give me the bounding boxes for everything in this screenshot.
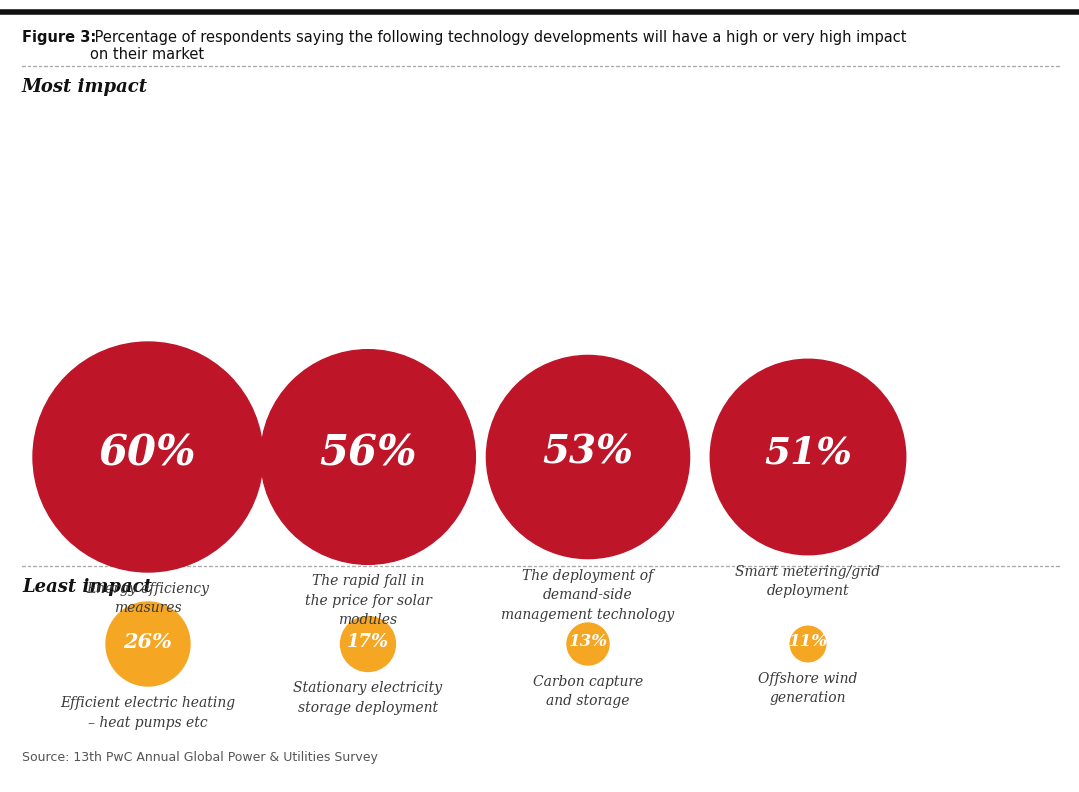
Circle shape [33,342,263,572]
Text: Least impact: Least impact [22,578,152,596]
Text: Stationary electricity
storage deployment: Stationary electricity storage deploymen… [293,681,442,715]
Circle shape [790,626,825,662]
Text: Efficient electric heating
– heat pumps etc: Efficient electric heating – heat pumps … [60,696,235,729]
Circle shape [566,623,609,665]
Text: Carbon capture
and storage: Carbon capture and storage [533,675,643,709]
Text: 11%: 11% [789,634,828,650]
Text: 51%: 51% [764,435,852,471]
Circle shape [341,616,396,672]
Text: 53%: 53% [543,434,633,472]
Text: 56%: 56% [319,432,416,474]
Circle shape [710,360,905,554]
Text: Energy efficiency
measures: Energy efficiency measures [86,582,209,615]
Text: 17%: 17% [347,633,390,651]
Text: The deployment of
demand-side
management technology: The deployment of demand-side management… [502,569,674,622]
Text: 13%: 13% [569,634,607,650]
Text: Smart metering/grid
deployment: Smart metering/grid deployment [736,565,880,598]
Circle shape [487,356,689,558]
Text: Source: 13th PwC Annual Global Power & Utilities Survey: Source: 13th PwC Annual Global Power & U… [22,751,378,764]
Text: 26%: 26% [124,632,173,652]
Text: Figure 3:: Figure 3: [22,30,96,45]
Text: Most impact: Most impact [22,78,148,96]
Text: 60%: 60% [99,432,196,474]
Text: Offshore wind
generation: Offshore wind generation [759,672,858,705]
Text: The rapid fall in
the price for solar
modules: The rapid fall in the price for solar mo… [304,574,432,627]
Circle shape [261,349,476,565]
Text: Percentage of respondents saying the following technology developments will have: Percentage of respondents saying the fol… [90,30,906,63]
Circle shape [106,602,190,686]
